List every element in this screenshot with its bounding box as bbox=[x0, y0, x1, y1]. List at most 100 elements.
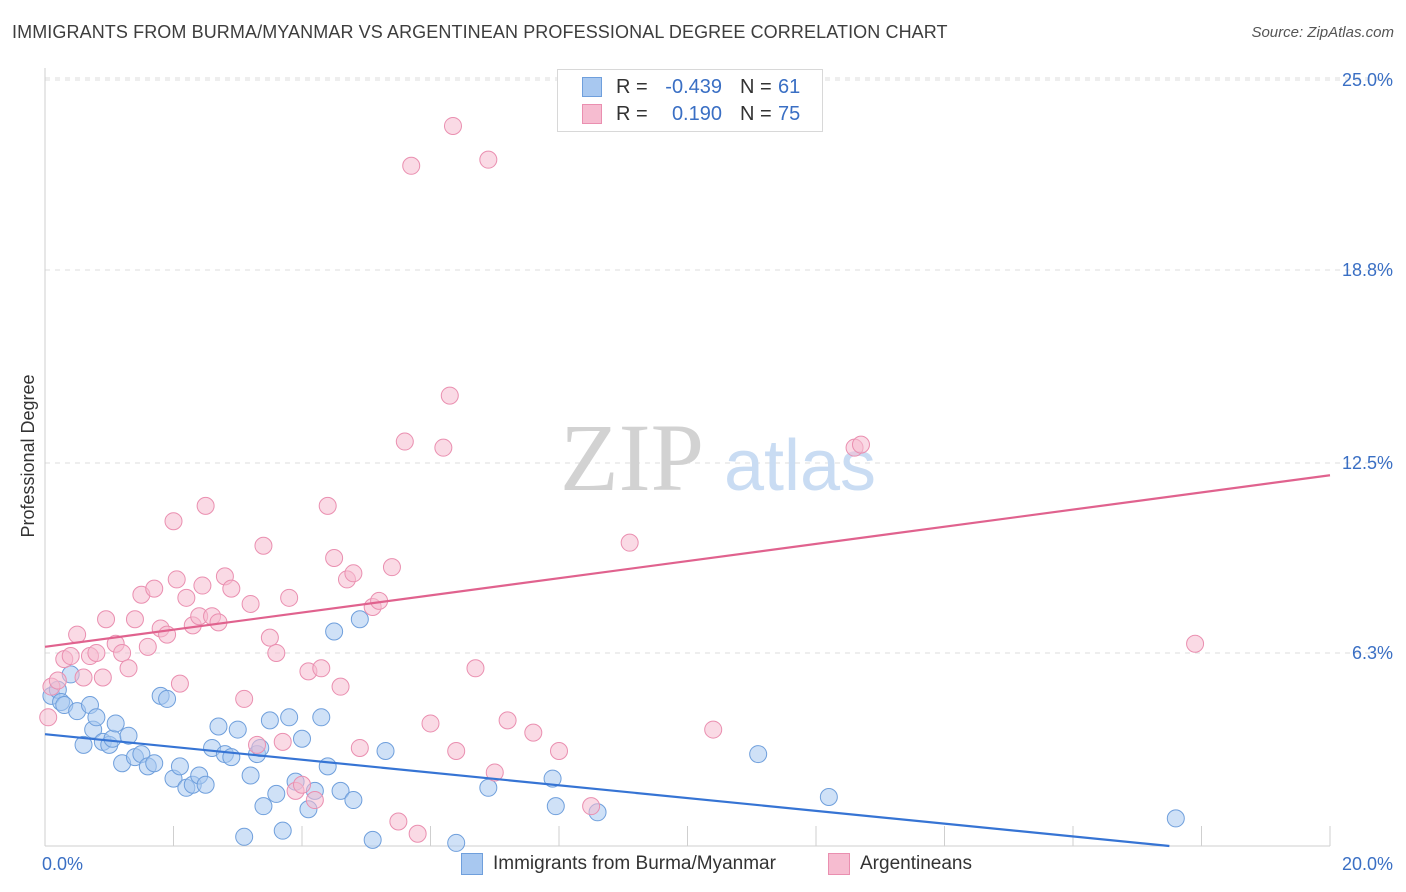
burma-point bbox=[267, 784, 286, 803]
argentinean-point bbox=[170, 674, 189, 693]
burma-point bbox=[546, 797, 565, 816]
r-label: R = bbox=[616, 75, 648, 98]
argentinean-point bbox=[87, 643, 106, 662]
argentinean-point bbox=[74, 668, 93, 687]
burma-point bbox=[479, 778, 498, 797]
argentinean-point bbox=[280, 588, 299, 607]
argentinean-point bbox=[395, 432, 414, 451]
legend-label-burma: Immigrants from Burma/Myanmar bbox=[493, 853, 776, 874]
argentinean-trend-line bbox=[44, 474, 1331, 648]
legend-row-argentinean: R = 0.190 N = 75 bbox=[582, 102, 800, 126]
watermark-atlas: atlas bbox=[724, 426, 876, 506]
argentinean-point bbox=[193, 576, 212, 595]
argentinean-point bbox=[434, 438, 453, 457]
n-value: 61 bbox=[778, 75, 801, 98]
y-tick-label: 12.5% bbox=[1342, 453, 1393, 473]
watermark: ZIP atlas bbox=[560, 404, 876, 511]
grid-lines bbox=[45, 77, 1395, 654]
argentinean-point bbox=[318, 496, 337, 515]
argentinean-point bbox=[61, 647, 80, 666]
burma-point bbox=[749, 745, 768, 764]
y-tick-label: 25.0% bbox=[1342, 70, 1393, 90]
burma-point bbox=[241, 766, 260, 785]
burma-point bbox=[196, 775, 215, 794]
argentinean-point bbox=[293, 775, 311, 794]
burma-point bbox=[331, 781, 350, 800]
argentinean-point bbox=[1186, 634, 1205, 653]
burma-point bbox=[254, 797, 273, 816]
watermark-zip: ZIP bbox=[560, 404, 704, 511]
argentinean-point bbox=[408, 824, 427, 843]
argentinean-point bbox=[273, 732, 292, 751]
argentinean-point bbox=[524, 723, 543, 742]
argentinean-point bbox=[196, 496, 215, 515]
argentinean-point bbox=[68, 625, 87, 644]
argentinean-point bbox=[267, 643, 286, 662]
argentinean-point bbox=[113, 643, 132, 662]
argentinean-point bbox=[498, 711, 517, 730]
bottom-legend-argentinean: Argentineans bbox=[828, 851, 972, 877]
argentinean-point bbox=[350, 738, 369, 757]
burma-point bbox=[350, 610, 369, 629]
argentinean-point bbox=[125, 610, 144, 629]
argentinean-point bbox=[479, 150, 498, 169]
burma-point bbox=[344, 791, 363, 810]
argentinean-point bbox=[704, 720, 723, 739]
argentinean-point bbox=[119, 659, 138, 678]
argentinean-point bbox=[39, 708, 58, 727]
argentinean-point bbox=[421, 714, 440, 733]
bottom-legend-burma: Immigrants from Burma/Myanmar bbox=[461, 851, 776, 877]
burma-point bbox=[1166, 809, 1185, 828]
n-value: 75 bbox=[778, 102, 801, 125]
trend-lines bbox=[44, 474, 1331, 848]
burma-point bbox=[325, 622, 344, 641]
source-label: Source: ZipAtlas.com bbox=[1251, 24, 1394, 41]
argentinean-point bbox=[447, 742, 466, 761]
burma-point bbox=[447, 833, 466, 852]
burma-point bbox=[260, 711, 279, 730]
burma-point bbox=[106, 714, 125, 733]
argentinean-point bbox=[222, 579, 241, 598]
burma-point bbox=[119, 726, 138, 745]
argentinean-point bbox=[138, 637, 157, 656]
argentinean-point bbox=[325, 548, 344, 567]
argentinean-point bbox=[440, 386, 459, 405]
pink-swatch bbox=[828, 853, 850, 875]
argentinean-point bbox=[248, 735, 267, 754]
argentinean-point bbox=[466, 659, 485, 678]
n-label: N = bbox=[740, 102, 772, 125]
tick-labels: 6.3% 12.5% 18.8% 25.0% 0.0% 20.0% bbox=[42, 70, 1393, 874]
burma-point bbox=[103, 729, 122, 748]
burma-point bbox=[228, 720, 247, 739]
argentinean-point bbox=[402, 156, 421, 175]
blue-swatch bbox=[582, 77, 602, 97]
burma-point bbox=[312, 708, 331, 727]
argentinean-point bbox=[93, 668, 112, 687]
argentinean-point bbox=[389, 812, 408, 831]
argentinean-point bbox=[145, 579, 164, 598]
argentinean-point bbox=[443, 116, 462, 135]
burma-point bbox=[363, 830, 382, 849]
argentinean-point bbox=[851, 435, 870, 454]
burma-point bbox=[318, 757, 337, 776]
x-tick-label: 20.0% bbox=[1342, 854, 1393, 874]
argentinean-point bbox=[177, 588, 196, 607]
argentinean-point bbox=[167, 570, 186, 589]
argentinean-point bbox=[331, 677, 350, 696]
argentinean-point bbox=[158, 625, 177, 644]
r-label: R = bbox=[616, 102, 648, 125]
burma-trend-line bbox=[44, 733, 1170, 848]
argentinean-point bbox=[260, 628, 279, 647]
y-tick-label: 6.3% bbox=[1352, 643, 1393, 663]
burma-point bbox=[145, 754, 164, 773]
burma-point bbox=[376, 742, 395, 761]
series-argentinean-points bbox=[39, 116, 1205, 843]
burma-point bbox=[819, 787, 838, 806]
burma-point bbox=[235, 827, 254, 846]
burma-point bbox=[170, 757, 189, 776]
r-value: 0.190 bbox=[671, 102, 722, 125]
argentinean-point bbox=[97, 610, 116, 629]
n-label: N = bbox=[740, 75, 772, 98]
argentinean-point bbox=[241, 594, 260, 613]
